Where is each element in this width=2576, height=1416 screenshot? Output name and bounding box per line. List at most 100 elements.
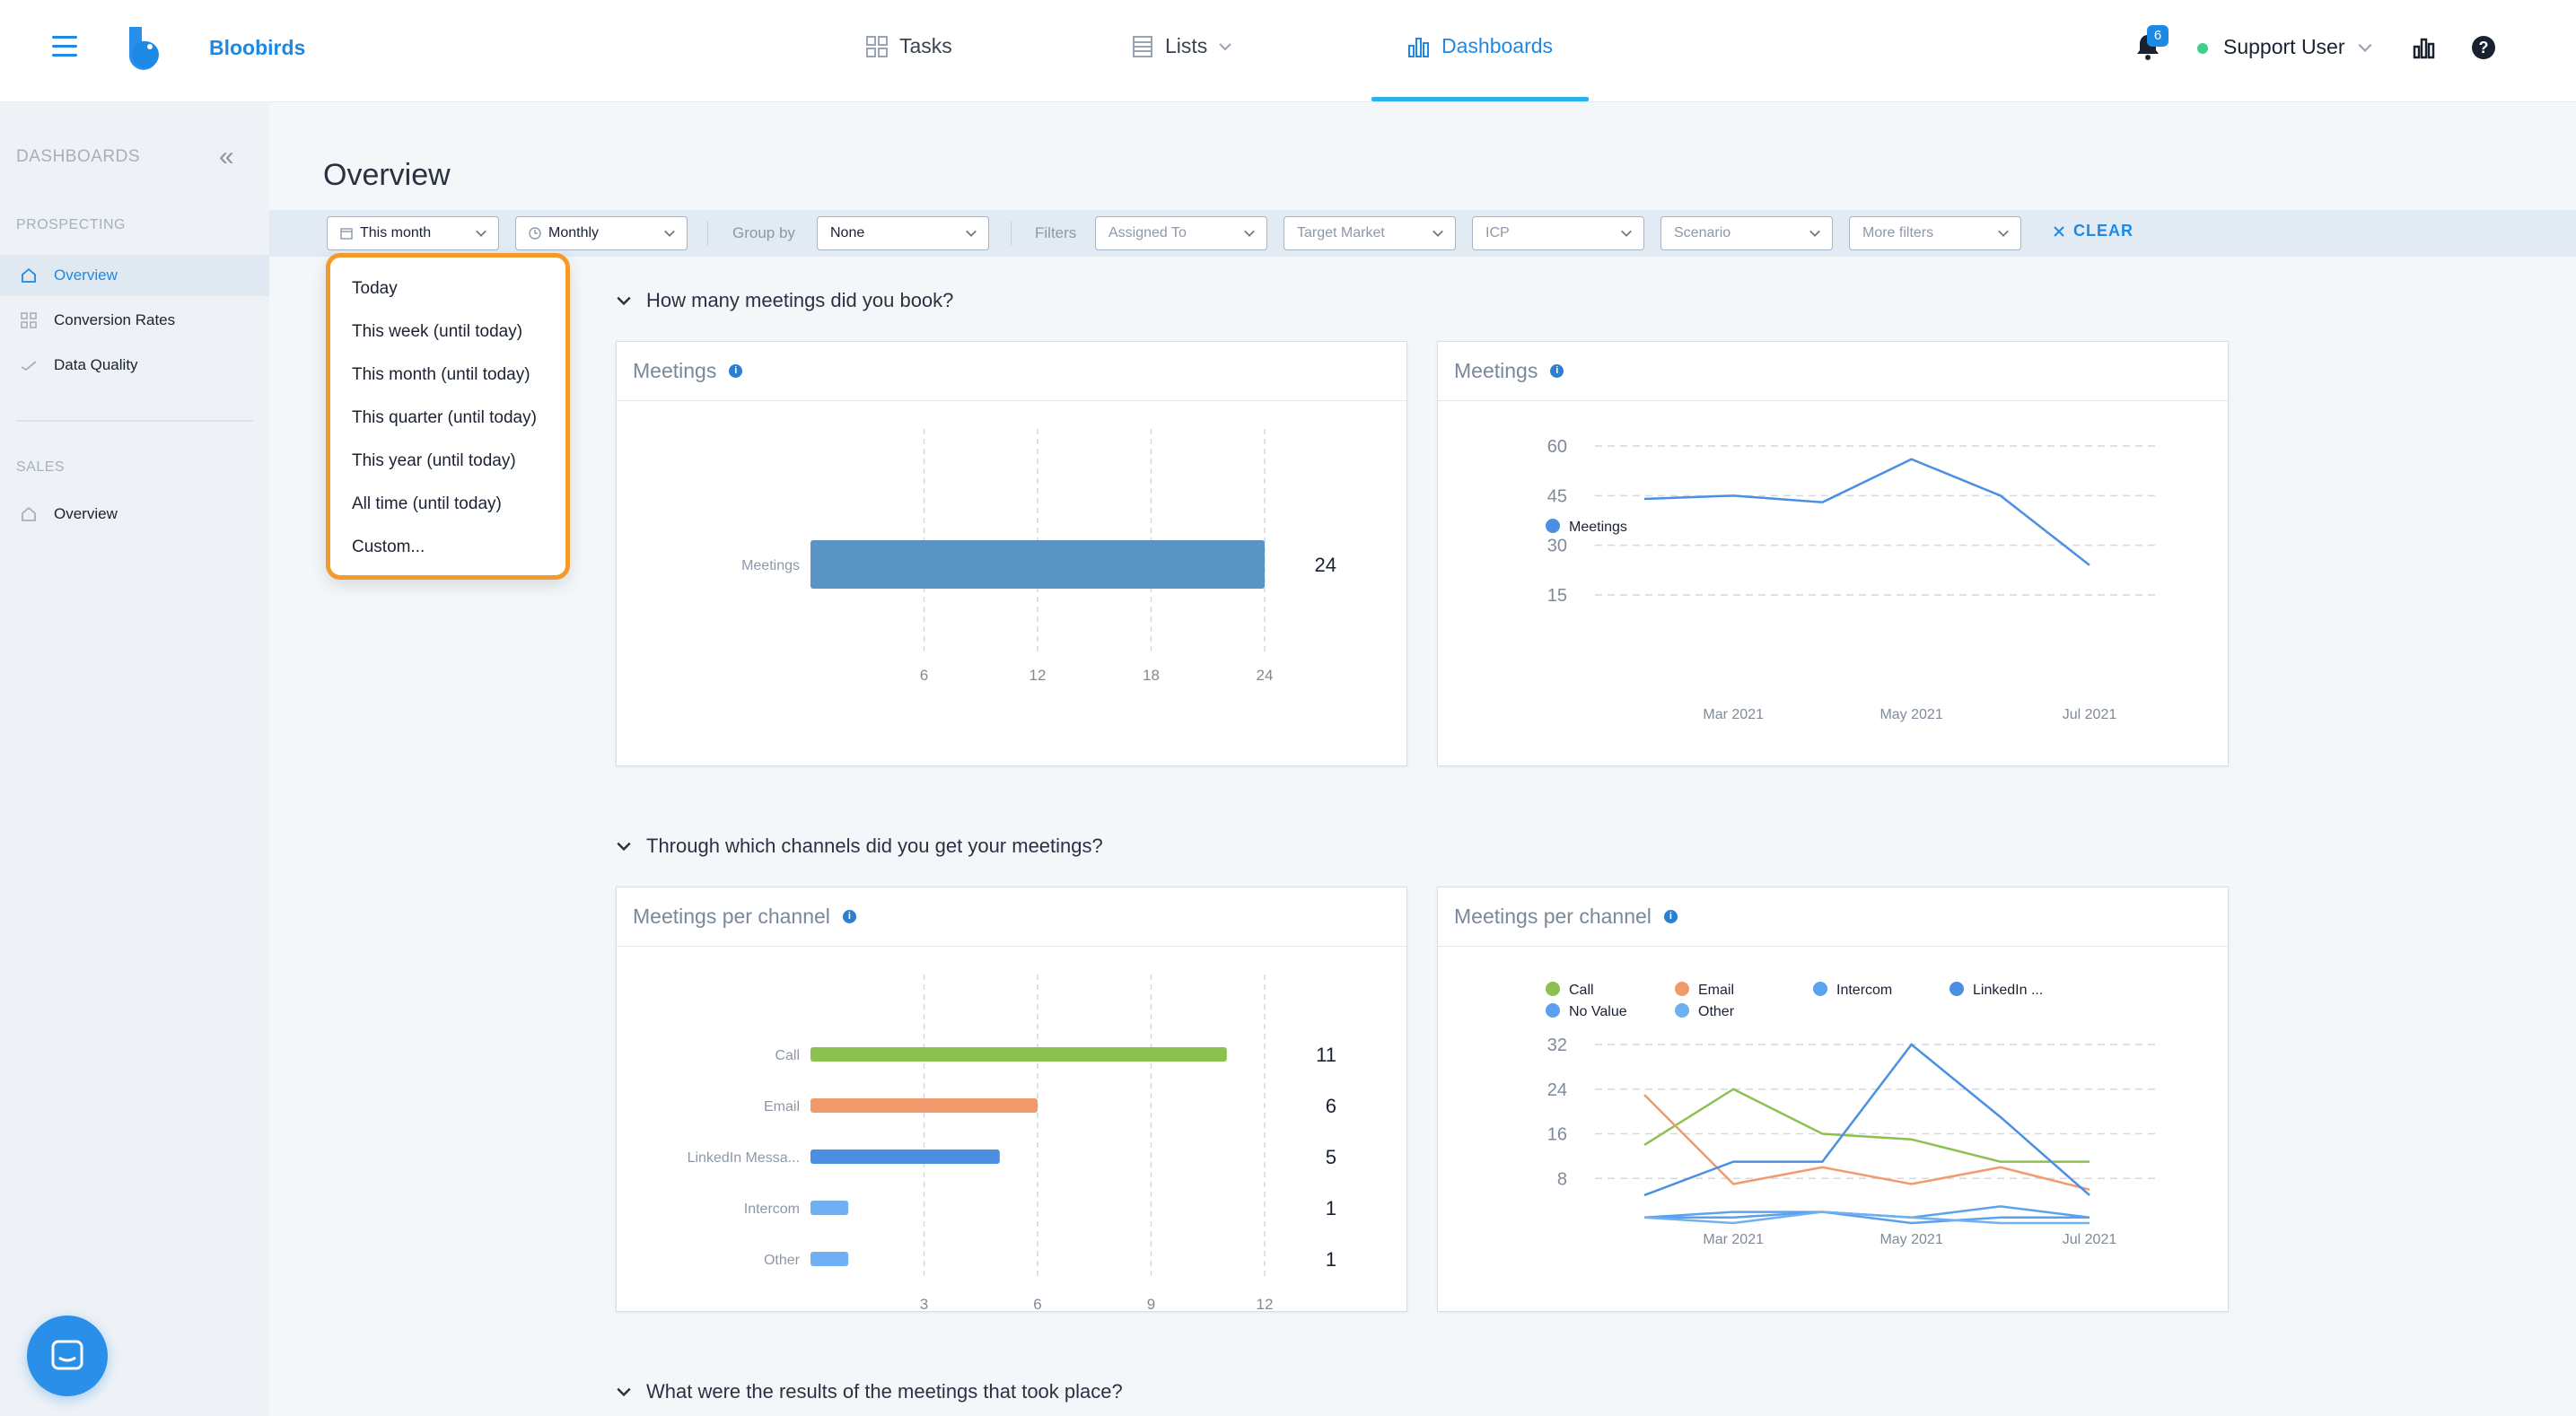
section-header-results[interactable]: What were the results of the meetings th… xyxy=(616,1380,1123,1403)
series-line xyxy=(1643,1043,2090,1197)
assigned-to-select[interactable]: Assigned To xyxy=(1095,216,1267,250)
section-question: How many meetings did you book? xyxy=(646,289,954,311)
chart-card-meetings-bar: Meetings i 6 12 18 24 Meetings 24 xyxy=(616,341,1407,766)
date-range-value: This month xyxy=(360,225,432,240)
y-tick-label: 30 xyxy=(1547,537,1567,556)
series-line xyxy=(1643,1094,2090,1191)
sidebar-item-sales-overview[interactable]: Overview xyxy=(0,494,269,535)
info-icon[interactable]: i xyxy=(1550,364,1564,378)
x-tick-label: 9 xyxy=(1147,1296,1155,1311)
sidebar-item-conversion-rates[interactable]: Conversion Rates xyxy=(0,300,269,341)
chevron-down-icon xyxy=(664,230,675,237)
sidebar-item-data-quality[interactable]: Data Quality xyxy=(0,345,269,386)
clear-filters-button[interactable]: CLEAR xyxy=(2054,222,2134,240)
active-tab-indicator xyxy=(1371,97,1589,101)
x-tick-label: May 2021 xyxy=(1879,707,1942,722)
series-line xyxy=(1643,458,2090,566)
bar xyxy=(810,540,1265,589)
date-option-today[interactable]: Today xyxy=(352,279,398,298)
sidebar-item-label: Overview xyxy=(54,267,118,284)
assigned-to-placeholder: Assigned To xyxy=(1108,225,1187,240)
data-label: 6 xyxy=(1326,1095,1336,1117)
chevron-down-icon xyxy=(966,230,977,237)
info-icon[interactable]: i xyxy=(729,364,743,378)
notification-badge: 6 xyxy=(2147,25,2169,47)
category-label: Call xyxy=(775,1048,800,1063)
y-tick-label: 24 xyxy=(1547,1080,1567,1100)
legend-marker xyxy=(1546,519,1560,533)
target-market-select[interactable]: Target Market xyxy=(1284,216,1456,250)
nav-dashboards-label: Dashboards xyxy=(1441,34,1554,57)
nav-lists[interactable]: Lists xyxy=(1131,34,1232,58)
meetings-line-chart: Meetings 15 30 45 60 Mar 2021 May 2021 Jul 2021 xyxy=(1546,437,2156,722)
x-tick-label: 6 xyxy=(920,667,928,684)
category-label: Intercom xyxy=(744,1202,800,1217)
bar xyxy=(810,1201,849,1215)
chevron-down-icon xyxy=(1219,42,1232,50)
chevron-down-icon xyxy=(1244,230,1255,237)
scenario-select[interactable]: Scenario xyxy=(1660,216,1833,250)
more-filters-select[interactable]: More filters xyxy=(1849,216,2021,250)
date-option-this-week[interactable]: This week (until today) xyxy=(352,322,523,341)
nav-tasks[interactable]: Tasks xyxy=(865,34,952,58)
info-icon[interactable]: i xyxy=(842,910,856,923)
date-option-all-time[interactable]: All time (until today) xyxy=(352,494,502,513)
x-tick-label: 6 xyxy=(1033,1296,1041,1311)
x-tick-label: Mar 2021 xyxy=(1703,1232,1764,1247)
date-option-this-year[interactable]: This year (until today) xyxy=(352,451,516,470)
sidebar-section-prospecting: PROSPECTING xyxy=(16,217,126,232)
data-label: 24 xyxy=(1315,554,1336,576)
y-tick-label: 16 xyxy=(1547,1125,1567,1145)
date-option-custom[interactable]: Custom... xyxy=(352,538,425,556)
legend-label: Call xyxy=(1569,983,1594,998)
x-tick-label: 12 xyxy=(1257,1296,1274,1311)
bar xyxy=(810,1047,1227,1062)
x-tick-label: Mar 2021 xyxy=(1703,707,1764,722)
sidebar-item-overview[interactable]: Overview xyxy=(0,255,269,296)
chevron-down-icon xyxy=(617,1387,631,1397)
x-tick-label: 18 xyxy=(1143,667,1160,684)
data-label: 1 xyxy=(1326,1197,1336,1219)
scenario-placeholder: Scenario xyxy=(1674,225,1731,240)
icp-select[interactable]: ICP xyxy=(1472,216,1644,250)
legend-label: LinkedIn ... xyxy=(1973,983,2043,998)
nav-lists-label: Lists xyxy=(1165,34,1208,57)
section-header-channels[interactable]: Through which channels did you get your … xyxy=(616,835,1103,858)
date-range-select[interactable]: This month xyxy=(327,216,499,250)
category-label: Email xyxy=(764,1099,800,1114)
menu-icon[interactable] xyxy=(52,36,77,57)
card-title: Meetings per channel xyxy=(1454,905,1652,928)
card-header: Meetings per channel i xyxy=(617,887,1406,947)
bar-chart-icon xyxy=(1408,37,1429,57)
bar xyxy=(810,1149,1000,1164)
card-header: Meetings i xyxy=(1438,342,2228,401)
card-header: Meetings per channel i xyxy=(1438,887,2228,947)
group-by-select[interactable]: None xyxy=(817,216,989,250)
date-option-this-month[interactable]: This month (until today) xyxy=(352,365,530,384)
info-icon[interactable]: i xyxy=(1663,910,1678,923)
calendar-icon xyxy=(340,228,353,240)
user-menu[interactable]: Support User xyxy=(2223,35,2345,58)
help-icon[interactable]: ? xyxy=(2472,36,2495,59)
list-icon xyxy=(1133,35,1152,57)
clock-icon xyxy=(529,227,541,240)
x-tick-label: 12 xyxy=(1030,667,1047,684)
chat-launcher[interactable] xyxy=(27,1315,108,1396)
series-line xyxy=(1643,1088,2090,1163)
interval-value: Monthly xyxy=(548,225,600,240)
brand-name[interactable]: Bloobirds xyxy=(209,36,306,59)
chevron-down-icon[interactable] xyxy=(2357,39,2373,56)
category-label: Other xyxy=(764,1253,801,1268)
chevron-down-icon xyxy=(1809,230,1820,237)
date-option-this-quarter[interactable]: This quarter (until today) xyxy=(352,408,537,427)
sidebar: DASHBOARDS « PROSPECTING Overview Conver… xyxy=(0,102,269,1416)
nav-dashboards[interactable]: Dashboards xyxy=(1407,34,1553,58)
card-title: Meetings xyxy=(633,359,717,382)
bar xyxy=(810,1098,1038,1113)
analytics-icon[interactable] xyxy=(2413,36,2436,59)
interval-select[interactable]: Monthly xyxy=(515,216,688,250)
bloobirds-logo[interactable] xyxy=(126,25,165,70)
collapse-sidebar-icon[interactable]: « xyxy=(219,142,234,171)
section-header-meetings-booked[interactable]: How many meetings did you book? xyxy=(616,289,953,312)
